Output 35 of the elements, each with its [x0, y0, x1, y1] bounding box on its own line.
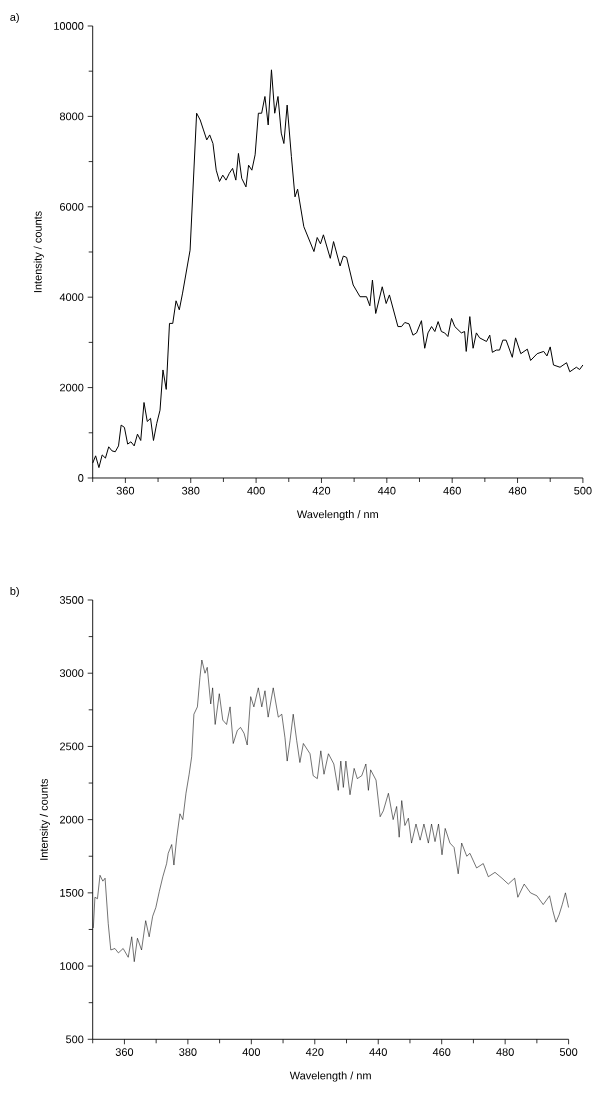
y-tick-label: 0 [78, 474, 84, 482]
chart-title: b) [10, 586, 19, 598]
x-tick-label: 360 [116, 486, 135, 495]
y-axis-title: Intensity / counts [39, 778, 50, 860]
x-tick-label: 480 [496, 1048, 514, 1056]
x-tick-label: 500 [559, 1048, 578, 1056]
x-tick-label: 500 [574, 486, 592, 495]
x-tick-label: 420 [305, 1048, 324, 1056]
x-tick-label: 480 [508, 486, 527, 495]
x-tick-label: 380 [182, 486, 200, 495]
x-tick-label: 460 [432, 1048, 451, 1056]
x-tick-label: 400 [247, 486, 265, 495]
x-tick-label: 460 [443, 486, 461, 495]
y-tick-label: 1000 [60, 962, 84, 970]
y-axis-title: Intensity / counts [33, 211, 44, 293]
x-tick-label: 420 [312, 486, 331, 495]
x-tick-label: 400 [242, 1048, 261, 1056]
y-tick-label: 3000 [59, 669, 84, 678]
y-tick-label: 500 [66, 1035, 84, 1044]
y-tick-label: 4000 [59, 293, 84, 302]
y-tick-label: 2500 [60, 742, 84, 751]
x-axis-title: Wavelength / nm [296, 510, 378, 521]
y-tick-label: 6000 [60, 202, 84, 211]
chart-title: a) [10, 12, 19, 24]
x-axis-title: Wavelength / nm [289, 1071, 371, 1082]
x-tick-label: 380 [179, 1048, 197, 1056]
x-tick-label: 360 [115, 1048, 134, 1056]
x-tick-label: 440 [377, 486, 396, 495]
x-tick-label: 440 [369, 1048, 387, 1056]
y-tick-label: 8000 [59, 112, 84, 121]
y-tick-label: 2000 [60, 815, 84, 824]
y-tick-label: 2000 [60, 383, 84, 392]
y-tick-label: 1500 [60, 888, 84, 897]
y-tick-label: 10000 [54, 22, 84, 30]
y-tick-label: 3500 [59, 596, 84, 604]
